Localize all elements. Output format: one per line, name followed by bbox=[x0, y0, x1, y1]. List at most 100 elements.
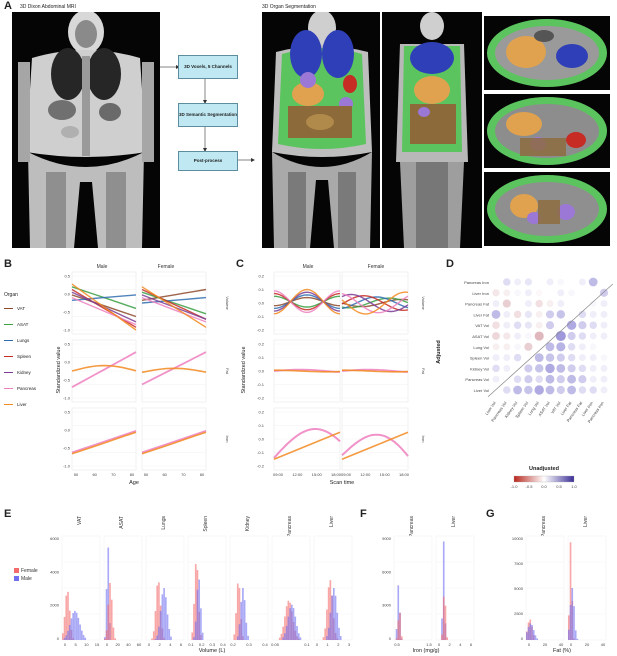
matrix-cell bbox=[567, 385, 576, 395]
ytick-label: -1.0 bbox=[63, 396, 71, 401]
histogram-bar bbox=[243, 600, 246, 640]
histogram-bar bbox=[327, 587, 330, 640]
legend-item-spleen: Spleen bbox=[4, 354, 31, 359]
matrix-cell bbox=[524, 278, 532, 286]
matrix-row-label: Liver Iron bbox=[472, 291, 489, 296]
matrix-cell bbox=[556, 353, 565, 362]
xtick-label: 20 bbox=[585, 642, 590, 647]
matrix-cell bbox=[600, 354, 608, 361]
histogram-bar bbox=[324, 628, 327, 640]
xtick-label: 0.4 bbox=[220, 642, 226, 647]
histogram-bar bbox=[527, 626, 530, 640]
matrix-cell bbox=[556, 364, 566, 373]
series-line bbox=[71, 294, 137, 301]
histogram-bar bbox=[569, 605, 572, 640]
histogram-bar bbox=[294, 616, 297, 640]
xtick-label: 0 bbox=[528, 642, 531, 647]
xtick-label: 0 bbox=[148, 642, 151, 647]
colorbar bbox=[513, 475, 575, 483]
matrix-cell bbox=[589, 343, 597, 351]
matrix-row-label: Pancreas Iron bbox=[464, 280, 489, 285]
matrix-cell bbox=[534, 353, 544, 362]
xtick-label: 12:00 bbox=[292, 472, 303, 477]
facet-panel bbox=[273, 271, 341, 335]
facet-organ-label: Pancreas bbox=[541, 516, 547, 538]
legend-title: Organ bbox=[4, 292, 18, 298]
panel-a-right-title: 3D Organ Segmentation bbox=[262, 4, 316, 10]
colorbar-tick: -1.0 bbox=[511, 484, 519, 489]
histogram-bar bbox=[198, 579, 201, 640]
xtick-label: 2 bbox=[159, 642, 162, 647]
histogram-bar bbox=[105, 630, 108, 640]
histogram-bar bbox=[112, 627, 115, 640]
panel-g-histograms: 10000 7500 5000 2500 0 Pancreas 0 20 40 Liver 0 20 4… bbox=[512, 516, 607, 654]
matrix-cell bbox=[503, 343, 511, 351]
xtick-label: 70 bbox=[181, 472, 186, 477]
histogram-bar bbox=[72, 613, 75, 640]
facet-panel bbox=[141, 271, 207, 335]
histogram-bar bbox=[156, 635, 159, 640]
histogram-bar bbox=[329, 580, 332, 640]
xtick-label: 20 bbox=[543, 642, 548, 647]
facet-organ-label: Liver bbox=[329, 516, 335, 527]
legend-swatch bbox=[4, 307, 13, 310]
xtick-label: 50 bbox=[144, 472, 149, 477]
legend-label-male: Male bbox=[21, 576, 32, 582]
ytick-label: 0.0 bbox=[64, 428, 70, 433]
histogram-bar bbox=[62, 633, 64, 640]
matrix-cell bbox=[557, 289, 565, 297]
xtick-label: 12:00 bbox=[360, 472, 371, 477]
matrix-cell bbox=[524, 289, 532, 297]
histogram-bar bbox=[397, 620, 400, 640]
ytick-label: 0.0 bbox=[258, 301, 264, 306]
flow-box-postprocess: Post-process bbox=[178, 151, 238, 171]
histogram-bar bbox=[322, 637, 325, 640]
histogram-facet: Pancreas 0.5 1.5 bbox=[393, 516, 433, 647]
panel-c-xlabel: Scan time bbox=[330, 480, 354, 486]
panel-f-histograms: 9000 6000 3000 0 Pancreas 0.5 1.5 Liver 0 2 4 6 Iro… bbox=[382, 516, 475, 654]
series-line bbox=[141, 288, 207, 320]
ytick-label: 0.1 bbox=[258, 423, 264, 428]
colorbar-tick: 0.0 bbox=[541, 484, 547, 489]
histogram-bar bbox=[84, 637, 87, 640]
matrix-cell bbox=[513, 321, 522, 329]
matrix-cell bbox=[589, 300, 597, 307]
panel-b-facet-female: Female bbox=[158, 264, 175, 270]
matrix-cell bbox=[503, 289, 511, 297]
facet-row-label: Fat bbox=[225, 368, 230, 375]
series-line bbox=[71, 294, 137, 318]
series-line bbox=[341, 431, 409, 461]
matrix-cell bbox=[566, 320, 577, 330]
histogram-bar bbox=[193, 637, 195, 640]
matrix-cell bbox=[567, 374, 576, 384]
histogram-bar bbox=[285, 606, 288, 640]
panel-label-g: G bbox=[486, 508, 495, 520]
panel-label-c: C bbox=[236, 258, 244, 270]
matrix-cell bbox=[557, 300, 565, 308]
histogram-bar bbox=[574, 630, 577, 640]
facet-panel bbox=[341, 271, 409, 335]
xtick-label: 60 bbox=[162, 472, 167, 477]
matrix-cell bbox=[589, 321, 597, 329]
xtick-label: 0.2 bbox=[199, 642, 205, 647]
matrix-row-label: Liver Fat bbox=[473, 312, 489, 317]
xtick-label: 80 bbox=[200, 472, 205, 477]
matrix-cell bbox=[600, 332, 608, 340]
histogram-facet: Pancreas 0 20 40 bbox=[525, 516, 565, 647]
legend-label: Lungs bbox=[17, 338, 30, 343]
histogram-bar bbox=[161, 594, 164, 640]
ytick-label: 3000 bbox=[382, 603, 392, 608]
xtick-label: 40 bbox=[601, 642, 606, 647]
legend-item-liver: Liver bbox=[4, 402, 27, 407]
facet-organ-label: Spleen bbox=[203, 516, 209, 532]
matrix-cell bbox=[578, 375, 587, 384]
histogram-bar bbox=[291, 604, 293, 640]
histogram-bar bbox=[399, 613, 401, 640]
matrix-row-label: Spleen Vol bbox=[470, 356, 489, 361]
histogram-bar bbox=[331, 595, 333, 640]
series-line bbox=[273, 292, 341, 311]
matrix-cell bbox=[578, 354, 586, 362]
histogram-bar bbox=[569, 542, 572, 640]
colorbar-tick: 1.0 bbox=[571, 484, 577, 489]
panel-c-ylabel: Standardized value bbox=[241, 346, 247, 393]
